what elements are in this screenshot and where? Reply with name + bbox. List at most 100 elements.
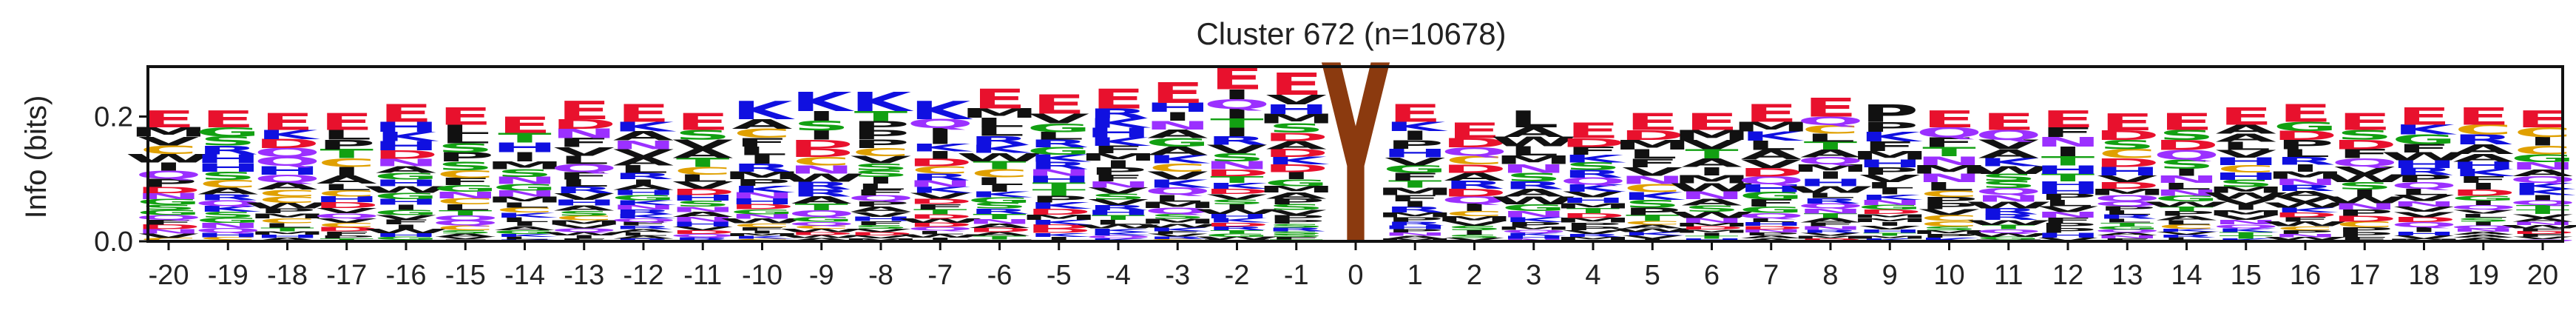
logo-glyph-pos-9-2: T xyxy=(1863,232,1916,237)
x-tick-label: -2 xyxy=(1225,260,1250,291)
logo-glyph-pos--9-18: I xyxy=(807,128,836,143)
logo-glyph-pos-12-2: P xyxy=(2039,227,2097,235)
logo-glyph-pos-13-17: C xyxy=(2098,147,2156,161)
logo-glyph-pos--17-14: C xyxy=(318,155,376,170)
logo-glyph-pos-6-4: D xyxy=(1679,226,1744,231)
logo-glyph-pos-16-18: P xyxy=(2276,138,2334,152)
logo-glyph-pos--19-14: H xyxy=(195,152,261,166)
logo-glyph-pos--6-20: M xyxy=(961,106,1039,121)
logo-glyph-pos--8-12: L xyxy=(856,182,906,192)
logo-glyph-pos-1-13: F xyxy=(1388,171,1442,183)
logo-glyph-pos--7-18: K xyxy=(910,142,973,154)
logo-glyph-pos-15-15: H xyxy=(2213,155,2279,167)
logo-glyph-pos-13-7: R xyxy=(2097,214,2157,221)
logo-glyph-pos-14-14: N xyxy=(2154,174,2220,185)
logo-glyph-pos--13-17: V xyxy=(554,144,615,158)
logo-glyph-pos--11-13: L xyxy=(677,172,728,184)
logo-glyph-pos--19-8: Q xyxy=(195,198,261,208)
logo-glyph-pos--3-18: A xyxy=(1147,127,1208,141)
logo-glyph-pos-5-16: D xyxy=(1620,127,1685,143)
logo-glyph-pos--20-9: G xyxy=(136,198,200,207)
logo-glyph-pos-8-6: A xyxy=(1800,217,1861,224)
x-tick-label: -6 xyxy=(987,260,1013,291)
logo-glyph-pos-15-11: M xyxy=(2207,185,2285,195)
logo-glyph-pos-15-7: M xyxy=(2207,209,2285,218)
logo-glyph-pos-15-14: C xyxy=(2217,164,2275,175)
logo-glyph-pos-14-17: Q xyxy=(2153,147,2220,163)
logo-glyph-pos-6-7: W xyxy=(1669,210,1755,220)
logo-glyph-pos--7-16: D xyxy=(907,157,973,169)
logo-glyph-pos-6-18: E xyxy=(1685,109,1739,135)
logo-glyph-pos--2-3: T xyxy=(1210,229,1263,235)
logo-glyph-pos--18-9: W xyxy=(244,201,331,210)
logo-glyph-pos-4-10: H xyxy=(1561,196,1626,205)
logo-glyph-pos-12-7: L xyxy=(2043,198,2093,208)
logo-glyph-pos--20-14: I xyxy=(154,161,183,174)
logo-glyph-pos-9-18: F xyxy=(1863,138,1917,154)
logo-glyph-pos--16-5: F xyxy=(379,218,433,226)
logo-glyph-pos--17-4: C xyxy=(318,221,376,229)
logo-glyph-pos--20-10: N xyxy=(136,192,202,201)
logo-glyph-pos-3-14: M xyxy=(1495,152,1573,167)
logo-glyph-pos--10-21: K xyxy=(731,96,795,125)
logo-glyph-pos--2-4: R xyxy=(1207,226,1268,232)
logo-glyph-pos--13-5: V xyxy=(554,224,615,229)
logo-glyph-pos-15-13: H xyxy=(2213,170,2279,181)
logo-glyph-pos-20-1: V xyxy=(2512,236,2573,240)
logo-glyph-pos-5-7: P xyxy=(1623,206,1681,218)
logo-glyph-pos-12-5: N xyxy=(2035,210,2101,219)
logo-glyph-pos--20-7: G xyxy=(136,209,200,217)
logo-glyph-pos--1-23: V xyxy=(1266,92,1327,107)
logo-glyph-pos-18-6: V xyxy=(2393,210,2454,218)
logo-glyph-pos-9-17: M xyxy=(1850,148,1929,162)
logo-glyph-pos--5-21: E xyxy=(1032,90,1086,120)
x-tick-label: -18 xyxy=(267,260,308,291)
logo-glyph-pos--11-2: Q xyxy=(669,233,736,238)
logo-glyph-pos--20-8: S xyxy=(141,204,197,212)
logo-glyph-pos--7-2: W xyxy=(897,233,984,238)
logo-glyph-pos--17-12: A xyxy=(317,173,378,187)
logo-glyph-pos--18-7: M xyxy=(249,212,327,220)
logo-glyph-pos-7-17: K xyxy=(1741,129,1805,144)
logo-glyph-pos--2-7: H xyxy=(1204,212,1270,220)
x-tick-label: 8 xyxy=(1822,260,1838,291)
logo-glyph-pos--2-6: K xyxy=(1206,218,1270,224)
logo-glyph-pos--5-7: D xyxy=(1027,207,1092,217)
logo-glyph-pos-17-8: I xyxy=(2350,187,2379,198)
logo-glyph-pos--1-2: S xyxy=(1268,233,1325,238)
logo-glyph-pos--10-13: P xyxy=(734,178,791,188)
logo-glyph-pos--15-10: N xyxy=(433,190,498,201)
x-tick-label: 13 xyxy=(2112,260,2143,291)
logo-glyph-pos--3-8: Q xyxy=(1144,207,1211,216)
logo-glyph-pos-14-11: G xyxy=(2154,194,2219,203)
logo-glyph-pos-8-21: Q xyxy=(1797,114,1864,128)
logo-glyph-pos--15-19: E xyxy=(439,102,493,130)
logo-glyph-pos-5-11: N xyxy=(1620,174,1686,187)
logo-glyph-pos-14-6: L xyxy=(2162,219,2212,226)
logo-glyph-pos--9-5: C xyxy=(793,225,851,230)
logo-glyph-pos--8-5: F xyxy=(854,220,908,226)
logo-glyph-pos--13-14: F xyxy=(557,170,611,182)
logo-glyph-pos--18-11: C xyxy=(259,188,317,199)
logo-glyph-pos-14-3: V xyxy=(2156,231,2217,235)
logo-glyph-pos-1-17: P xyxy=(1386,138,1444,152)
logo-glyph-pos-3-1: H xyxy=(1501,235,1566,239)
logo-glyph-pos--10-2: M xyxy=(723,232,802,237)
logo-glyph-pos--12-3: A xyxy=(613,228,674,233)
logo-glyph-pos--14-5: I xyxy=(510,221,540,228)
logo-glyph-pos--2-16: N xyxy=(1204,159,1270,172)
logo-glyph-pos--17-6: Q xyxy=(314,212,380,220)
logo-glyph-pos-10-7: P xyxy=(1921,201,1978,211)
logo-glyph-pos--18-13: Q xyxy=(254,172,320,184)
logo-glyph-pos-13-9: P xyxy=(2098,205,2156,212)
logo-glyph-pos-12-0: V xyxy=(2038,237,2098,243)
logo-glyph-pos-8-13: H xyxy=(1798,177,1864,188)
logo-glyph-pos--7-5: D xyxy=(907,222,973,229)
logo-glyph-pos-10-15: F xyxy=(1922,135,1976,150)
x-tick-label: 0 xyxy=(1348,260,1363,291)
logo-glyph-pos--9-7: G xyxy=(789,215,853,223)
logo-glyph-pos-8-18: T xyxy=(1804,140,1858,152)
logo-glyph-pos-15-10: W xyxy=(2203,191,2289,201)
logo-glyph-pos--8-14: S xyxy=(853,168,909,179)
logo-glyph-pos--11-5: H xyxy=(670,221,736,228)
